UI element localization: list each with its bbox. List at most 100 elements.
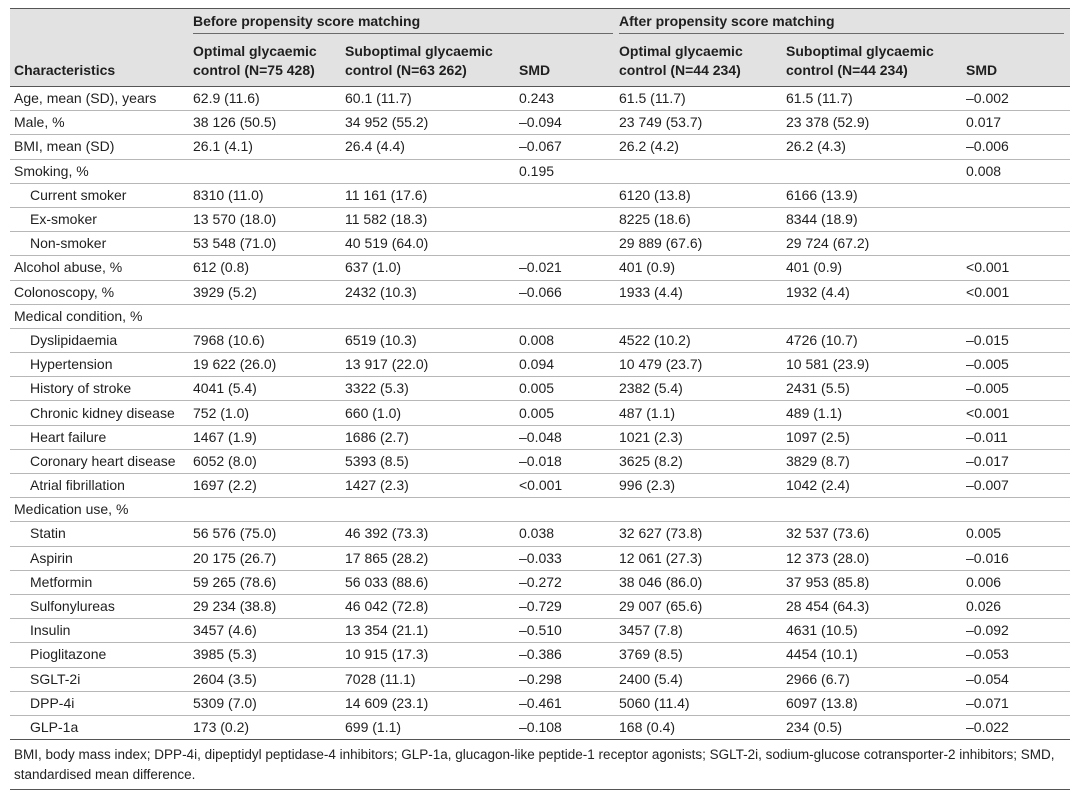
row-label: Colonoscopy, % (10, 279, 193, 305)
table-row: Colonoscopy, % 3929 (5.2) 2432 (10.3) –0.06… (10, 279, 1071, 305)
table-footnote: BMI, body mass index; DPP-4i, dipeptidyl… (14, 747, 1055, 782)
table-cell: 1686 (2.7) (345, 424, 519, 450)
table-cell: –0.033 (519, 545, 620, 571)
table-cell (786, 497, 967, 522)
table-cell (519, 182, 620, 208)
col-header-before-smd: SMD (519, 34, 620, 87)
col-header-after-optimal: Optimal glycaemic control (N=44 234) (619, 34, 787, 87)
table-row: Non-smoker 53 548 (71.0) 40 519 (64.0) 29 8… (10, 231, 1071, 256)
table-cell: 2431 (5.5) (786, 376, 967, 401)
table-cell: 4522 (10.2) (619, 327, 787, 353)
table-cell: 29 234 (38.8) (193, 593, 345, 619)
table-cell: 5393 (8.5) (345, 448, 519, 474)
table-cell: 13 570 (18.0) (193, 206, 345, 232)
table-cell: 0.008 (519, 327, 620, 353)
table-cell: 1021 (2.3) (619, 424, 787, 450)
table-cell: 3625 (8.2) (619, 448, 787, 474)
table-cell: 612 (0.8) (193, 255, 345, 280)
table-cell: 7028 (11.1) (345, 666, 519, 692)
table-cell (193, 303, 345, 329)
table-cell: 3769 (8.5) (619, 642, 787, 667)
table-cell: 8344 (18.9) (786, 206, 967, 232)
table-row: Male, % 38 126 (50.5) 34 952 (55.2) –0.094 2… (10, 110, 1071, 135)
table-cell: 6166 (13.9) (786, 182, 967, 208)
characteristics-table: Before propensity score matching After p… (10, 9, 1071, 741)
table-cell: –0.048 (519, 424, 620, 450)
table-cell: 53 548 (71.0) (193, 231, 345, 256)
table-row: Sulfonylureas 29 234 (38.8) 46 042 (72.8) –… (10, 593, 1071, 619)
table-cell: 401 (0.9) (619, 255, 787, 280)
table-cell: 46 042 (72.8) (345, 593, 519, 619)
table-cell: 12 061 (27.3) (619, 545, 787, 571)
table-cell (786, 158, 967, 184)
table-cell: 0.038 (519, 521, 620, 547)
table-cell: 19 622 (26.0) (193, 352, 345, 377)
table-cell: 46 392 (73.3) (345, 521, 519, 547)
table-cell: 2966 (6.7) (786, 666, 967, 692)
row-label: SGLT-2i (10, 666, 193, 692)
table-row: Insulin 3457 (4.6) 13 354 (21.1) –0.510 3457… (10, 618, 1071, 643)
table-cell: –0.071 (966, 690, 1071, 716)
table-cell: 20 175 (26.7) (193, 545, 345, 571)
table-cell: –0.017 (966, 448, 1071, 474)
table-cell: –0.092 (966, 618, 1071, 643)
table-cell (966, 303, 1071, 329)
table-cell: 34 952 (55.2) (345, 110, 519, 135)
table-row: Ex-smoker 13 570 (18.0) 11 582 (18.3) 8225 … (10, 206, 1071, 232)
table-cell: <0.001 (966, 279, 1071, 305)
row-label: Heart failure (10, 424, 193, 450)
table-row: Pioglitazone 3985 (5.3) 10 915 (17.3) –0.38… (10, 642, 1071, 667)
table-cell (619, 303, 787, 329)
row-label: Statin (10, 521, 193, 547)
row-label: Non-smoker (10, 231, 193, 256)
table-cell (345, 497, 519, 522)
table-cell: 996 (2.3) (619, 472, 787, 498)
table-cell: 40 519 (64.0) (345, 231, 519, 256)
table-cell: 1042 (2.4) (786, 472, 967, 498)
table-cell: 0.026 (966, 593, 1071, 619)
table-cell: 29 007 (65.6) (619, 593, 787, 619)
table-cell: 32 627 (73.8) (619, 521, 787, 547)
row-label: Ex-smoker (10, 206, 193, 232)
table-cell: –0.002 (966, 85, 1071, 111)
table-cell: 4631 (10.5) (786, 618, 967, 643)
table-cell: 60.1 (11.7) (345, 85, 519, 111)
table-cell (345, 158, 519, 184)
table-cell: 2604 (3.5) (193, 666, 345, 692)
table-cell: 29 889 (67.6) (619, 231, 787, 256)
table-row: History of stroke 4041 (5.4) 3322 (5.3) 0.0… (10, 376, 1071, 401)
table-cell: <0.001 (519, 472, 620, 498)
table-cell (345, 303, 519, 329)
table-cell: 6519 (10.3) (345, 327, 519, 353)
table-row: Aspirin 20 175 (26.7) 17 865 (28.2) –0.033 1… (10, 545, 1071, 571)
table-top-rule (10, 8, 1070, 9)
table-cell: 62.9 (11.6) (193, 85, 345, 111)
table-bottom-rule (10, 789, 1070, 790)
column-header-row: Characteristics Optimal glycaemic contro… (10, 34, 1071, 87)
table-cell: 38 046 (86.0) (619, 569, 787, 595)
table-row: DPP-4i 5309 (7.0) 14 609 (23.1) –0.461 5060 … (10, 690, 1071, 716)
group-after-label: After propensity score matching (619, 9, 1065, 34)
table-cell (519, 206, 620, 232)
table-cell: 0.005 (519, 376, 620, 401)
table-cell (966, 206, 1071, 232)
table-cell: 752 (1.0) (193, 400, 345, 426)
col-header-before-suboptimal: Suboptimal glycaemic control (N=63 262) (345, 34, 519, 87)
table-cell (786, 303, 967, 329)
table-cell: 56 033 (88.6) (345, 569, 519, 595)
row-label: Medical condition, % (10, 303, 193, 329)
group-header-after: After propensity score matching (619, 9, 1071, 34)
table-cell: 7968 (10.6) (193, 327, 345, 353)
table-cell: 2432 (10.3) (345, 279, 519, 305)
table-cell (519, 497, 620, 522)
table-row: SGLT-2i 2604 (3.5) 7028 (11.1) –0.298 2400 (… (10, 666, 1071, 692)
row-label: Smoking, % (10, 158, 193, 184)
table-cell: <0.001 (966, 255, 1071, 280)
table-cell: –0.510 (519, 618, 620, 643)
table-cell: 2382 (5.4) (619, 376, 787, 401)
table-cell: 14 609 (23.1) (345, 690, 519, 716)
table-cell: –0.053 (966, 642, 1071, 667)
row-label: Alcohol abuse, % (10, 255, 193, 280)
table-row: Alcohol abuse, % 612 (0.8) 637 (1.0) –0.021… (10, 255, 1071, 280)
table-cell: 6120 (13.8) (619, 182, 787, 208)
